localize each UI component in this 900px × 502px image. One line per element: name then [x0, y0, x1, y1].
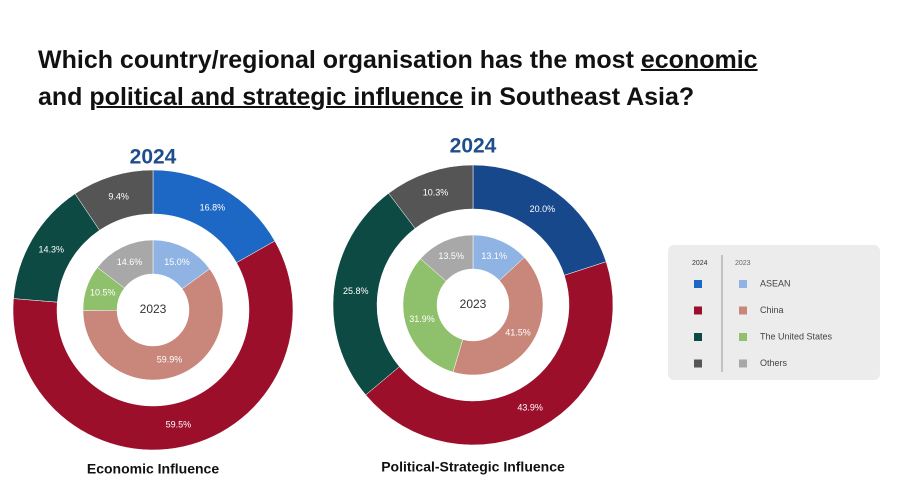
value-label: 41.5%	[505, 327, 531, 337]
value-label: 16.8%	[200, 202, 226, 212]
value-label: 13.5%	[438, 251, 464, 261]
center-label: 2023	[460, 297, 487, 311]
value-label: 15.0%	[164, 257, 190, 267]
chart-title: Political-Strategic Influence	[381, 459, 565, 475]
value-label: 25.8%	[343, 286, 369, 296]
year-label: 2024	[450, 135, 497, 158]
value-label: 14.6%	[117, 257, 143, 267]
value-label: 13.1%	[481, 251, 507, 261]
legend-header: 2023	[735, 260, 751, 267]
legend-label: ASEAN	[760, 278, 791, 288]
legend-swatch	[739, 359, 747, 368]
chart-title: Economic Influence	[87, 461, 219, 477]
value-label: 59.9%	[157, 355, 183, 365]
legend-swatch	[694, 306, 702, 315]
title-part: Which country/regional organisation has …	[38, 46, 641, 74]
legend-box	[668, 245, 880, 380]
wedge	[420, 234, 474, 282]
title: Which country/regional organisation has …	[38, 42, 758, 116]
wedge	[452, 257, 544, 376]
value-label: 14.3%	[38, 245, 64, 255]
legend-swatch	[694, 333, 702, 341]
legend-swatch	[739, 333, 747, 341]
value-label: 9.4%	[108, 191, 129, 201]
value-label: 10.3%	[423, 187, 449, 197]
legend-swatch	[694, 280, 702, 288]
wedge	[402, 258, 464, 373]
title-part: political and strategic influence	[89, 83, 464, 111]
wedge	[74, 169, 154, 231]
title-line: Which country/regional organisation has …	[38, 42, 758, 79]
wedge	[365, 261, 614, 446]
legend-header: 2024	[692, 260, 708, 267]
legend-label: The United States	[760, 331, 833, 341]
value-label: 31.9%	[409, 314, 435, 324]
title-part: economic	[640, 46, 758, 74]
value-label: 43.9%	[517, 403, 543, 413]
wedge	[82, 268, 224, 381]
center-label: 2023	[140, 302, 167, 316]
value-label: 59.5%	[166, 420, 192, 430]
title-part: in Southeast Asia?	[463, 83, 695, 111]
wedge	[12, 240, 294, 451]
legend-label: Others	[760, 358, 788, 368]
wedge	[388, 164, 474, 229]
year-label: 2024	[130, 146, 177, 169]
legend-swatch	[694, 359, 702, 368]
legend-swatch	[739, 280, 747, 288]
title-part: and	[38, 83, 90, 111]
legend-label: China	[760, 305, 784, 315]
title-line: and political and strategic influence in…	[38, 79, 758, 116]
wedge	[97, 239, 154, 289]
value-label: 20.0%	[530, 204, 556, 214]
legend-swatch	[739, 306, 747, 315]
value-label: 10.5%	[90, 288, 116, 298]
